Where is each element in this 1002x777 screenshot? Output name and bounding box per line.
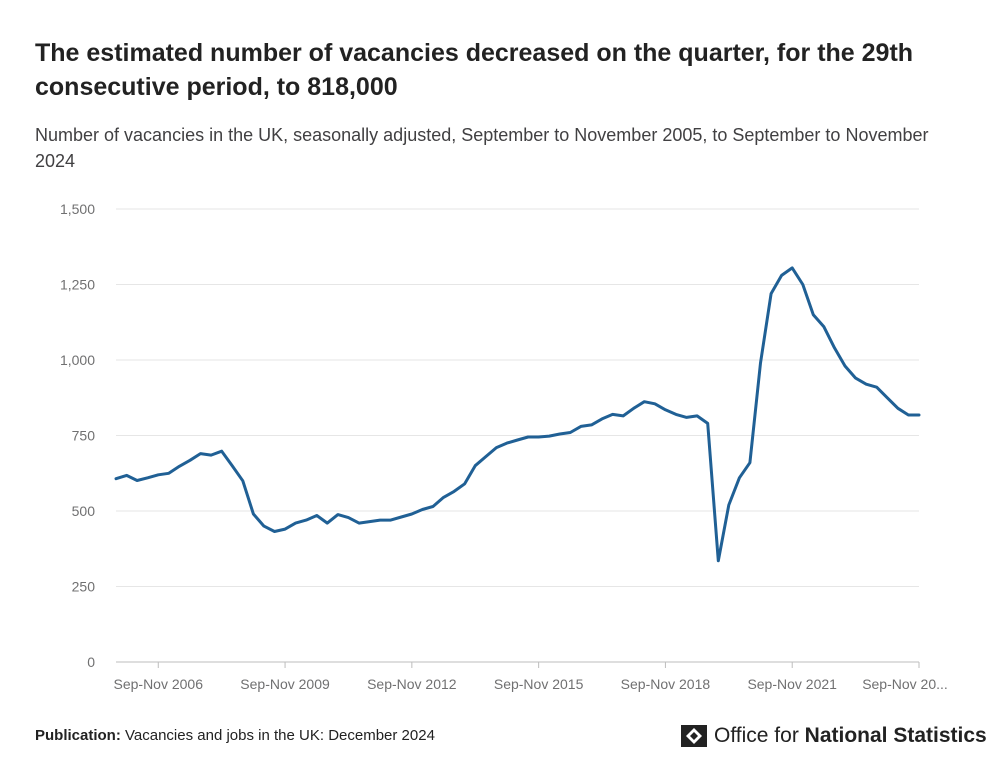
series-layer bbox=[114, 266, 921, 563]
x-tick-label: Sep-Nov 2009 bbox=[240, 676, 330, 692]
x-tick-label: Sep-Nov 20... bbox=[862, 676, 948, 692]
y-tick-label: 500 bbox=[72, 503, 96, 519]
gridlines bbox=[116, 208, 919, 587]
chart-subtitle: Number of vacancies in the UK, seasonall… bbox=[35, 125, 929, 171]
ons-logo-text: Office for National Statistics bbox=[714, 724, 987, 748]
publication-link[interactable]: Vacancies and jobs in the UK: December 2… bbox=[125, 727, 435, 744]
x-axis bbox=[116, 661, 920, 668]
publication-label: Publication: bbox=[35, 727, 121, 744]
x-tick-label: Sep-Nov 2018 bbox=[621, 676, 711, 692]
ons-logo: Office for National Statistics bbox=[680, 721, 987, 751]
y-axis-tick-labels: 0 250 500 750 1,000 1,250 1,500 bbox=[60, 201, 95, 670]
y-tick-label: 1,500 bbox=[60, 201, 95, 217]
y-tick-label: 250 bbox=[72, 579, 96, 595]
y-tick-label: 1,250 bbox=[60, 277, 95, 293]
x-tick-label: Sep-Nov 2012 bbox=[367, 676, 457, 692]
ons-logo-text-plain: Office for bbox=[714, 724, 805, 747]
ons-logo-icon bbox=[681, 725, 707, 747]
y-tick-label: 0 bbox=[87, 654, 95, 670]
x-tick-label: Sep-Nov 2006 bbox=[114, 676, 204, 692]
chart-title: The estimated number of vacancies decrea… bbox=[35, 39, 914, 101]
ons-logo-text-strong: National Statistics bbox=[804, 724, 987, 747]
x-tick-label: Sep-Nov 2021 bbox=[747, 676, 837, 692]
x-tick-label: Sep-Nov 2015 bbox=[494, 676, 584, 692]
publication-footer: Publication: Vacancies and jobs in the U… bbox=[35, 727, 435, 744]
y-tick-label: 750 bbox=[72, 428, 96, 444]
y-tick-label: 1,000 bbox=[60, 352, 95, 368]
x-axis-tick-labels: Sep-Nov 2006 Sep-Nov 2009 Sep-Nov 2012 Sep-… bbox=[114, 676, 948, 692]
series-line-vacancies bbox=[114, 266, 921, 563]
